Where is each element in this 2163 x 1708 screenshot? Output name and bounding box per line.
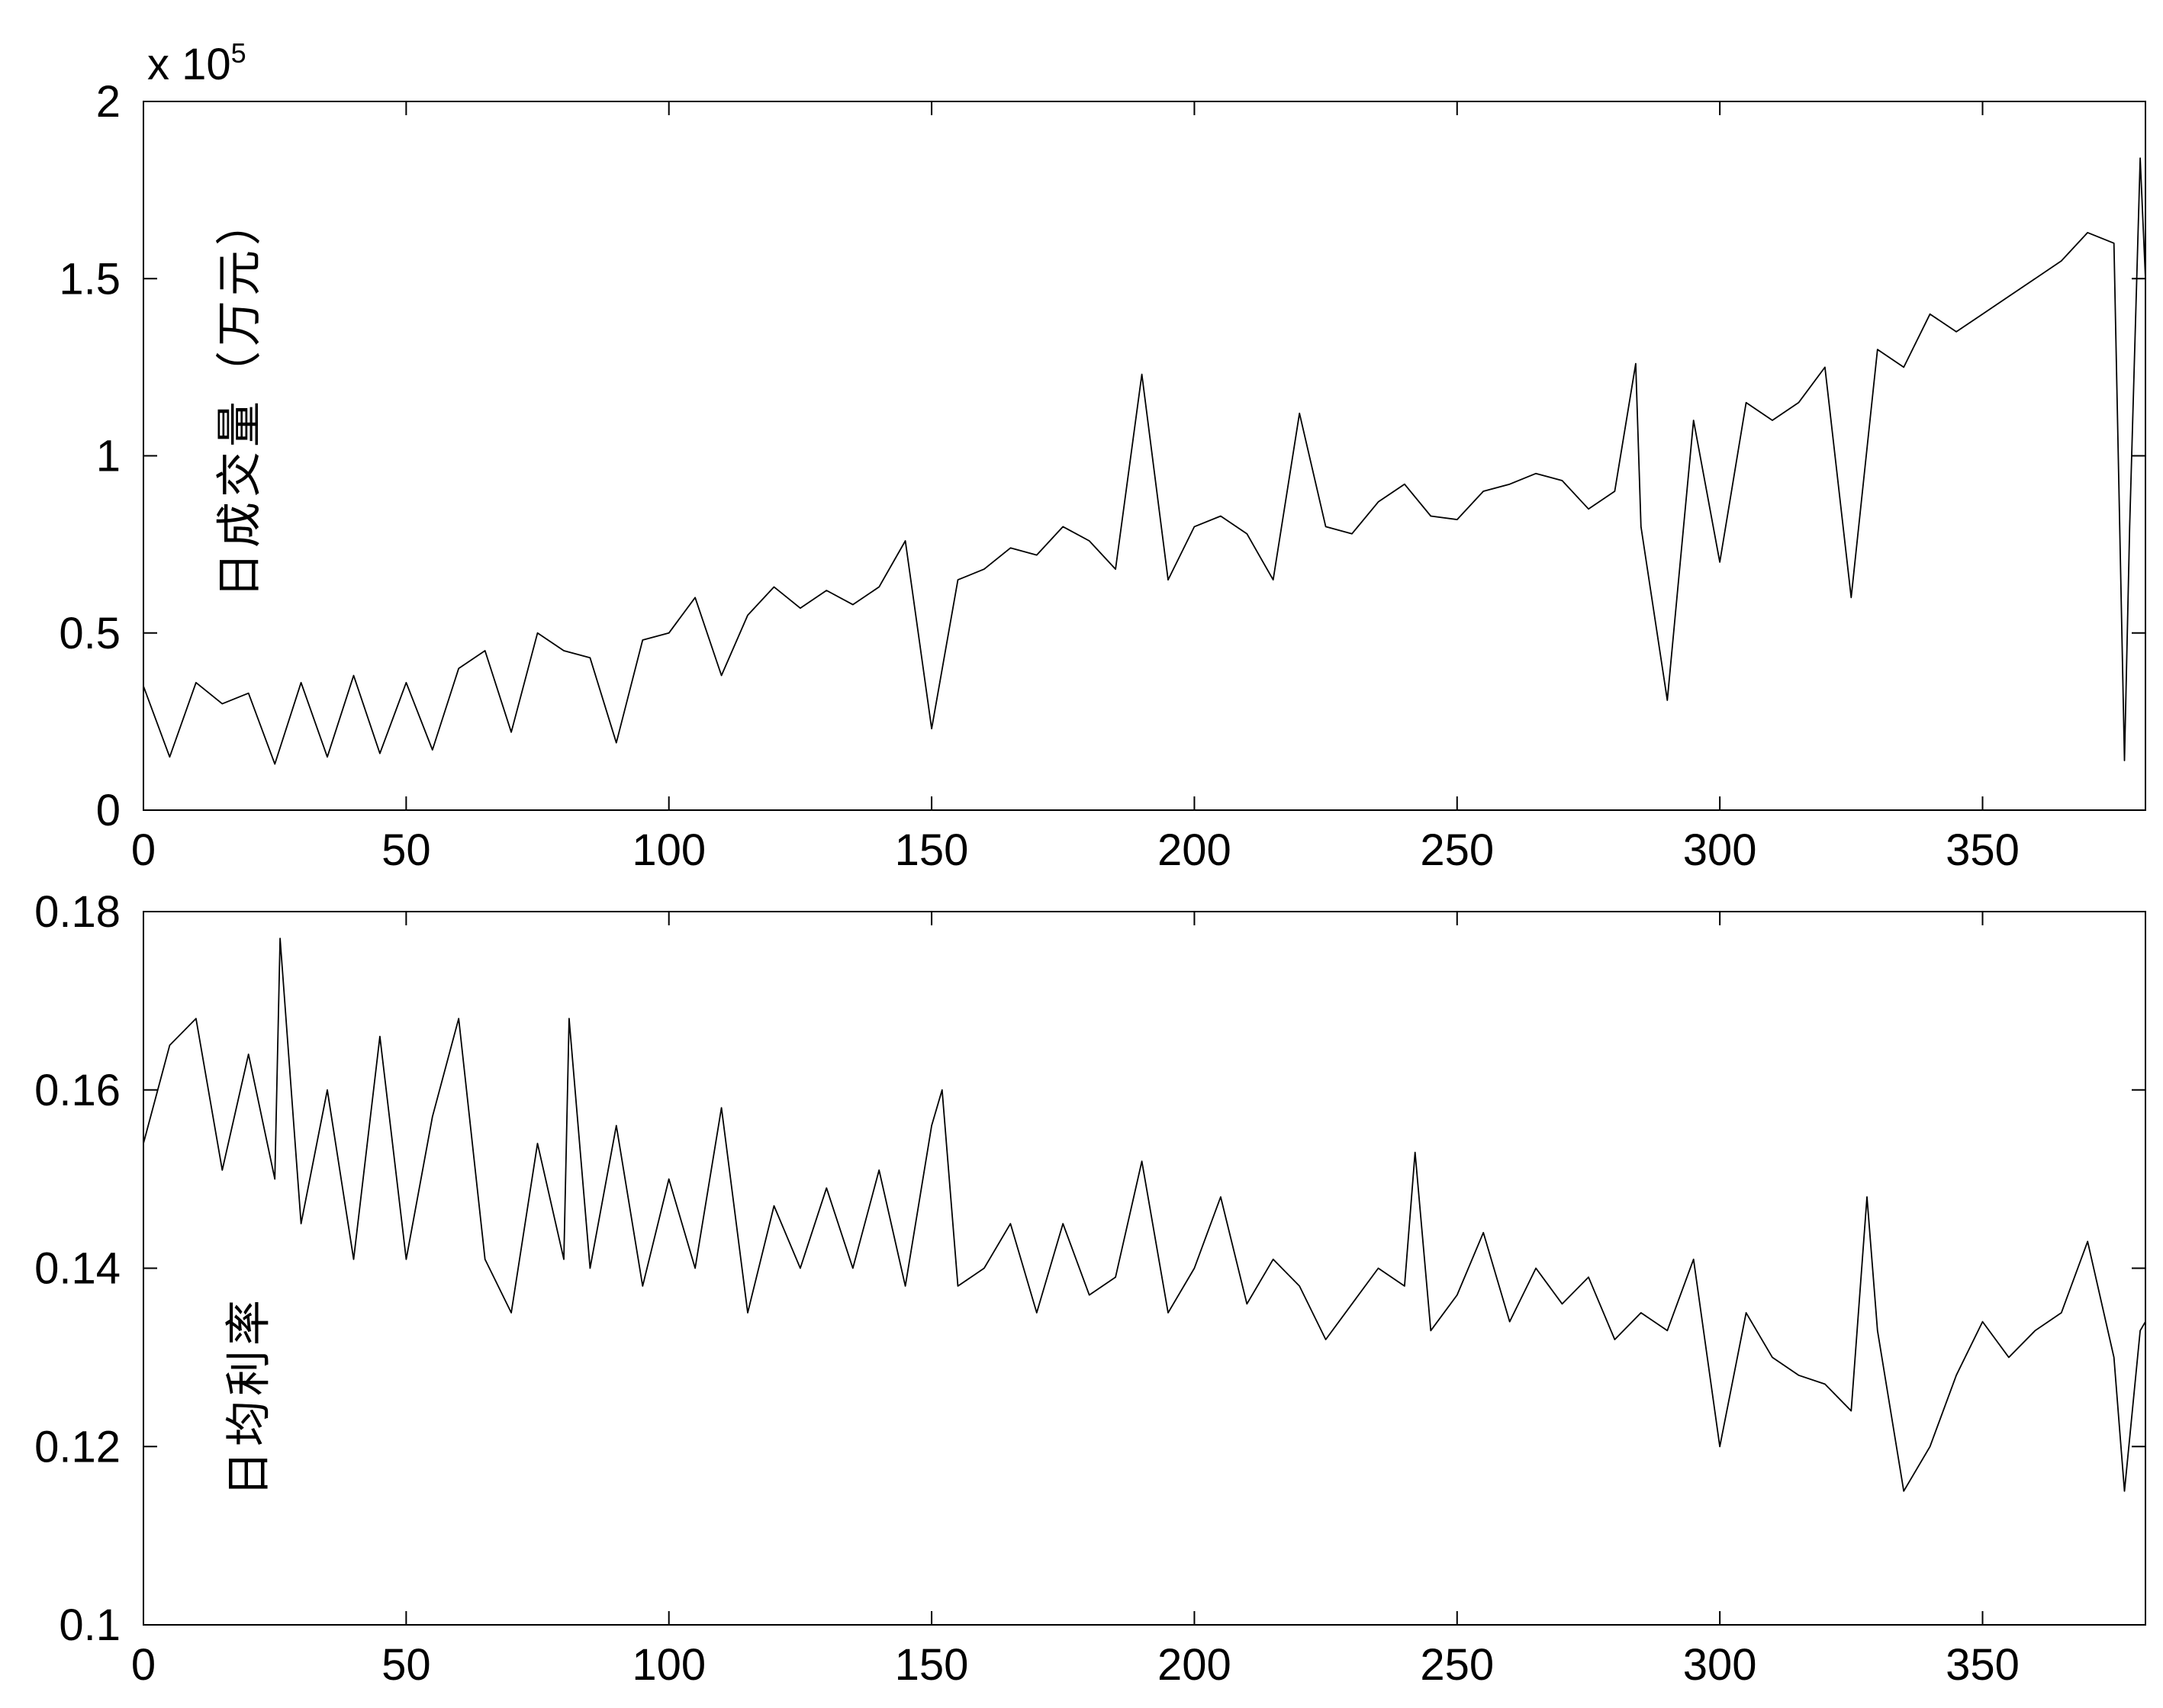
volume-series-line (143, 157, 2146, 765)
volume-x-tick-label: 150 (895, 825, 969, 875)
volume-x-tick-label: 0 (131, 825, 156, 875)
volume-x-tick-label: 50 (381, 825, 431, 875)
volume-y-axis-label: 日成交量（万元） (214, 195, 267, 598)
volume-x-tick-label: 250 (1420, 825, 1494, 875)
volume-exponent-power: 5 (231, 37, 246, 69)
volume-exponent-base: x 10 (147, 40, 231, 89)
rate-y-tick-label: 0.1 (59, 1600, 121, 1650)
volume-panel: 0 50 100 150 200 250 300 350 0 0.5 1 1.5 2 x 105 日成交… (59, 37, 2146, 875)
rate-y-tick-label: 0.14 (34, 1244, 121, 1294)
volume-y-tick-label: 0.5 (59, 609, 121, 658)
volume-ticks: 0 50 100 150 200 250 300 350 0 0.5 1 1.5 2 (59, 77, 2145, 875)
rate-x-tick-label: 350 (1946, 1640, 2020, 1690)
rate-x-tick-label: 0 (131, 1640, 156, 1690)
volume-x-tick-label: 300 (1683, 825, 1757, 875)
rate-ticks: 0 50 100 150 200 250 300 350 0.1 0.12 0.14 0.16 0.18 (34, 887, 2145, 1690)
volume-exponent-label: x 105 (147, 37, 246, 89)
rate-x-tick-label: 150 (895, 1640, 969, 1690)
rate-y-tick-label: 0.12 (34, 1422, 121, 1472)
volume-y-tick-label: 2 (96, 77, 121, 127)
volume-y-tick-label: 1.5 (59, 254, 121, 304)
rate-y-tick-label: 0.16 (34, 1066, 121, 1115)
rate-x-tick-label: 200 (1157, 1640, 1231, 1690)
rate-panel: 0 50 100 150 200 250 300 350 0.1 0.12 0.14 0.16 0.18… (34, 887, 2146, 1690)
rate-x-tick-label: 100 (632, 1640, 706, 1690)
rate-x-tick-label: 300 (1683, 1640, 1757, 1690)
volume-y-tick-label: 1 (96, 432, 121, 481)
rate-y-tick-label: 0.18 (34, 887, 121, 937)
volume-x-tick-label: 100 (632, 825, 706, 875)
rate-x-tick-label: 250 (1420, 1640, 1494, 1690)
rate-x-tick-label: 50 (381, 1640, 431, 1690)
rate-series-line (143, 938, 2146, 1492)
volume-x-tick-label: 350 (1946, 825, 2020, 875)
volume-x-tick-label: 200 (1157, 825, 1231, 875)
volume-y-tick-label: 0 (96, 786, 121, 835)
rate-y-axis-label: 日均利率 (223, 1295, 276, 1497)
